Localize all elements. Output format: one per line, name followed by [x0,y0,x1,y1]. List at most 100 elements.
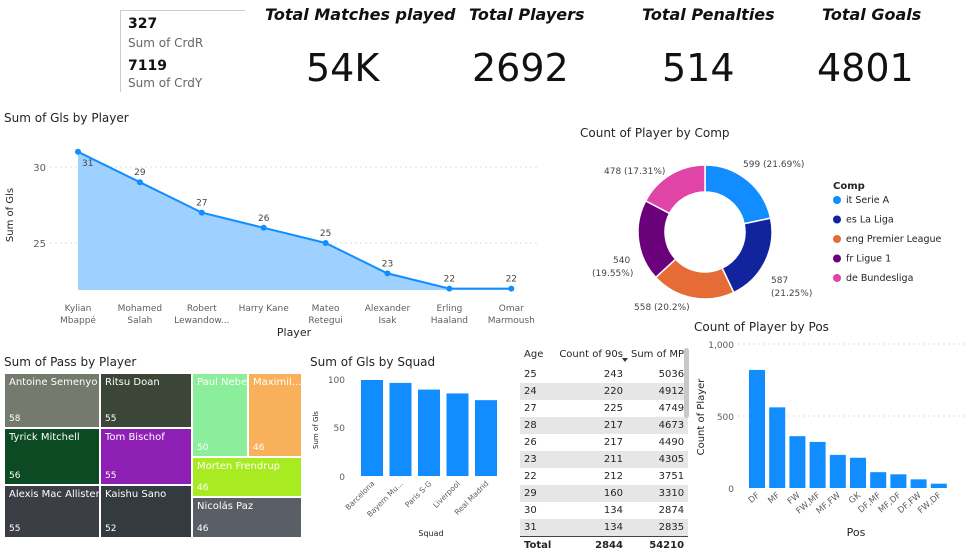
pos-chart-title: Count of Player by Pos [694,320,829,334]
ytick-label: 30 [33,163,46,174]
x-axis-label: Player [277,326,312,339]
kpi-matches-title: Total Matches played [265,5,456,24]
bar[interactable] [850,458,866,488]
data-label: 22 [444,275,455,285]
legend-entry[interactable]: es La Liga [846,215,894,226]
data-label: 25 [320,229,331,239]
sort-desc-icon [622,358,628,362]
bar[interactable] [911,479,927,488]
yellow-cards-value: 7119 [128,58,167,74]
donut-label-bundesliga: 478 (17.31%) [604,167,665,177]
ytick-label: 0 [728,485,734,495]
table-scrollbar[interactable] [684,348,689,418]
xtick-label: Harry Kane [239,304,290,314]
data-point[interactable] [508,286,514,292]
legend-entry[interactable]: it Serie A [846,195,890,206]
table-cell: 212 [555,468,627,485]
bar[interactable] [870,472,886,488]
xtick-label: Paris S-G [403,479,433,509]
legend-entry[interactable]: fr Ligue 1 [846,254,891,265]
donut-chart[interactable]: 599 (21.69%) 587 (21.25%) 558 (20.2%) 54… [560,140,974,320]
donut-slice[interactable] [705,165,771,224]
table-cell: 243 [555,366,627,383]
table-cell: 2874 [627,502,688,519]
table-total-cell: 2844 [555,537,627,554]
data-point[interactable] [75,149,81,155]
data-point[interactable] [199,210,205,216]
treemap-cell[interactable]: Maximil...46 [248,373,302,457]
bar[interactable] [390,383,412,476]
table-cell: 217 [555,417,627,434]
table-header-count-90s[interactable]: Count of 90s [555,342,627,366]
treemap-cell-label: Kaishu Sano [105,489,166,500]
data-point[interactable] [446,286,452,292]
bar[interactable] [830,455,846,488]
table-cell: 4305 [627,451,688,468]
donut-label-ligue-1-pct: (19.55%) [592,269,633,279]
treemap-cell-label: Maximil... [253,377,301,388]
bar[interactable] [418,390,440,476]
table-header-age[interactable]: Age [520,342,555,366]
kpi-matches-value: 54K [306,46,379,90]
table-cell: 3310 [627,485,688,502]
kpi-goals-value: 4801 [817,46,914,90]
line-chart[interactable]: 30 25 Sum of Gls 31KylianMbappé29Mohamed… [0,125,545,340]
bar[interactable] [361,380,383,476]
table-cell: 4749 [627,400,688,417]
xtick-label: MF [766,491,782,507]
table-cell: 4490 [627,434,688,451]
bar[interactable] [789,436,805,488]
treemap-cell-label: Morten Frendrup [197,461,280,472]
data-point[interactable] [261,225,267,231]
legend-entry[interactable]: eng Premier League [846,234,942,245]
bar[interactable] [769,407,785,488]
bar[interactable] [447,393,469,476]
table-cell: 5036 [627,366,688,383]
treemap-cell-value: 56 [9,471,20,481]
data-point[interactable] [323,240,329,246]
xtick-label: Lewandow... [174,316,229,326]
table-cell: 211 [555,451,627,468]
donut-slice[interactable] [722,218,772,292]
data-point[interactable] [385,270,391,276]
data-label: 26 [258,214,270,224]
legend-marker [833,196,841,204]
table-cell: 225 [555,400,627,417]
bar[interactable] [475,400,497,476]
y-axis-label: Count of Player [696,378,707,456]
table-cell: 29 [520,485,555,502]
treemap-cell-label: Nicolás Paz [197,501,253,512]
table-header-sum-mp[interactable]: Sum of MP [627,342,688,366]
data-point[interactable] [137,179,143,185]
bar[interactable] [749,370,765,488]
legend-entry[interactable]: de Bundesliga [846,273,913,284]
ytick-label: 500 [717,413,734,423]
bar[interactable] [810,442,826,488]
bar[interactable] [931,484,947,488]
bar[interactable] [890,474,906,488]
y-axis-label: Sum of Gls [5,188,16,242]
